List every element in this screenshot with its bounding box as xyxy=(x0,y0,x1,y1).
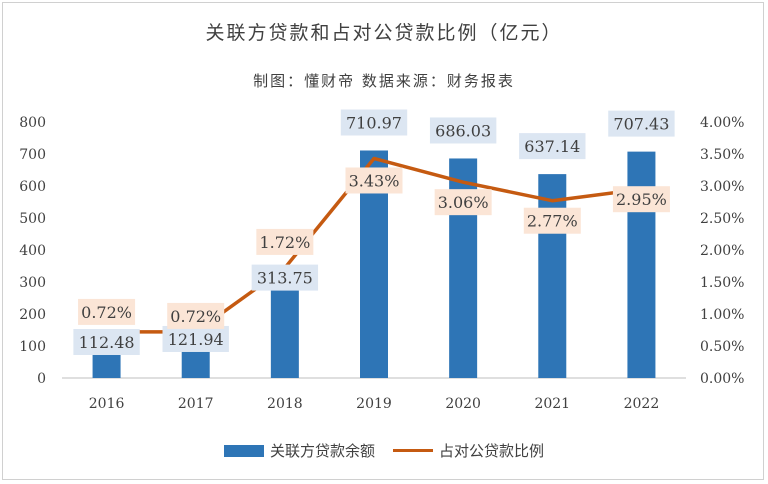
line-value-label: 1.72% xyxy=(259,233,310,252)
chart-subtitle: 制图：懂财帝 数据来源：财务报表 xyxy=(253,72,515,90)
line-value-label: 3.06% xyxy=(438,193,489,212)
bar-value-label: 707.43 xyxy=(613,115,669,134)
y-right-tick-label: 3.50% xyxy=(700,147,744,163)
y-left-tick-label: 600 xyxy=(19,179,46,195)
y-left-tick-label: 800 xyxy=(19,115,46,131)
line-value-label-bg xyxy=(434,189,492,216)
y-left-tick-label: 200 xyxy=(19,307,46,323)
line-point xyxy=(372,156,376,160)
x-tick-label: 2017 xyxy=(178,396,214,412)
bar-value-label-bg xyxy=(162,325,229,352)
y-right-tick-label: 2.00% xyxy=(700,243,744,259)
bar-value-label-bg xyxy=(519,133,586,160)
bar-value-label-bg xyxy=(73,329,140,356)
bar xyxy=(627,151,656,378)
y-right-tick-label: 0.50% xyxy=(700,339,744,355)
line-value-label: 0.72% xyxy=(170,307,221,326)
x-tick-label: 2020 xyxy=(445,396,481,412)
line-value-label-bg xyxy=(78,298,136,325)
bar xyxy=(270,277,299,378)
x-tick-label: 2021 xyxy=(534,396,570,412)
line-point xyxy=(461,180,465,184)
y-right-tick-label: 1.00% xyxy=(700,307,744,323)
bar-value-label: 710.97 xyxy=(346,113,402,132)
line-value-label: 2.77% xyxy=(527,212,578,231)
legend-item-bar[interactable]: 关联方贷款余额 xyxy=(223,440,375,461)
bar-value-label: 686.03 xyxy=(435,121,491,140)
y-right-tick-label: 4.00% xyxy=(700,115,744,131)
y-right-tick-label: 3.00% xyxy=(700,179,744,195)
legend: 关联方贷款余额 占对公贷款比例 xyxy=(0,440,768,461)
legend-line-swatch xyxy=(393,449,433,452)
bar xyxy=(538,174,567,378)
bar-value-label: 112.48 xyxy=(79,333,135,352)
y-right-tick-label: 0.00% xyxy=(700,371,744,387)
line-value-label-bg xyxy=(345,167,403,194)
y-left-tick-label: 300 xyxy=(19,275,46,291)
bar-value-label: 637.14 xyxy=(524,137,580,156)
legend-label-line: 占对公贷款比例 xyxy=(439,442,545,460)
bar-value-label-bg xyxy=(251,264,319,291)
axes-layer: 0 100 200 300 400 500 600 700 800 0.00% 0.50% 1.00%… xyxy=(19,115,744,412)
line-value-label-bg xyxy=(523,207,581,234)
y-right-tick-label: 2.50% xyxy=(700,211,744,227)
x-tick-label: 2022 xyxy=(624,396,660,412)
line-value-label-bg xyxy=(167,302,225,329)
y-left-tick-label: 400 xyxy=(19,243,46,259)
x-tick-label: 2018 xyxy=(267,396,303,412)
bar-value-label-bg xyxy=(429,117,497,144)
x-tick-label: 2016 xyxy=(89,396,125,412)
data-labels-layer: 112.48 121.94 313.75 710.97 686.03 637.14 707.… xyxy=(73,109,675,356)
line-value-label: 0.72% xyxy=(81,303,132,322)
line-value-label-bg xyxy=(256,228,314,255)
legend-bar-swatch xyxy=(223,444,264,457)
y-left-tick-label: 100 xyxy=(19,339,46,355)
y-left-tick-label: 700 xyxy=(19,147,46,163)
legend-item-line[interactable]: 占对公贷款比例 xyxy=(393,440,544,461)
bar-value-label: 121.94 xyxy=(168,330,224,349)
bar-value-label-bg xyxy=(340,109,408,136)
x-tick-label: 2019 xyxy=(356,396,392,412)
line-value-label: 2.95% xyxy=(616,190,667,209)
line-value-label-bg xyxy=(612,186,670,213)
line-value-label: 3.43% xyxy=(349,171,400,190)
chart-title: 关联方贷款和占对公贷款比例（亿元） xyxy=(205,22,563,44)
y-left-tick-label: 0 xyxy=(37,371,46,387)
y-right-tick-label: 1.50% xyxy=(700,275,744,291)
bar-value-label-bg xyxy=(608,110,675,137)
y-left-tick-label: 500 xyxy=(19,211,46,227)
bar-value-label: 313.75 xyxy=(257,269,313,288)
legend-label-bar: 关联方贷款余额 xyxy=(269,442,375,460)
line-point xyxy=(550,199,554,203)
